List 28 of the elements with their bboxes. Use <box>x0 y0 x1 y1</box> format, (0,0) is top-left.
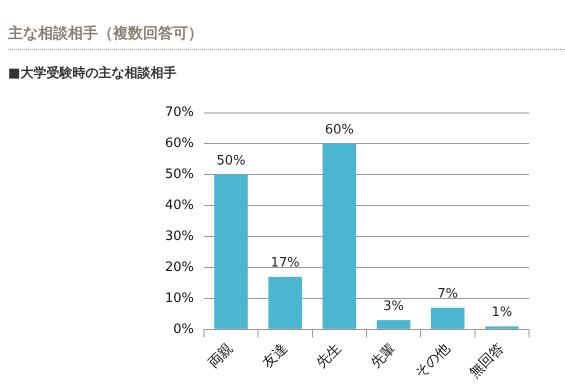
bar <box>430 308 465 329</box>
bar <box>485 326 519 329</box>
x-tick-label: 先輩 <box>368 340 399 372</box>
x-tick-label: 先生 <box>314 340 345 372</box>
x-tick-label: 両親 <box>205 340 236 372</box>
text: ■大学受験時の主な相談相手 <box>8 64 176 82</box>
bar <box>214 174 248 329</box>
x-tick-label: その他 <box>412 340 454 382</box>
y-tick-label: 70% <box>164 105 194 120</box>
y-tick-label: 20% <box>164 260 194 275</box>
chart-title: 主な相談相手（複数回答可） <box>8 24 203 43</box>
data-label: 17% <box>270 256 300 271</box>
data-label: 50% <box>216 154 246 169</box>
data-label: 7% <box>437 286 458 302</box>
bar <box>376 320 410 329</box>
data-label: 60% <box>324 122 354 138</box>
y-tick-label: 50% <box>164 167 194 182</box>
y-tick-label: 60% <box>164 136 194 152</box>
y-tick-label: 40% <box>164 198 194 214</box>
y-tick-label: 0% <box>173 322 194 337</box>
data-label: 1% <box>492 305 512 320</box>
y-tick-label: 10% <box>164 290 194 306</box>
x-tick-label: 無回答 <box>466 340 508 382</box>
y-tick-label: 30% <box>164 228 194 244</box>
x-tick-label: 友達 <box>259 340 291 372</box>
data-label: 3% <box>383 299 404 314</box>
bar <box>268 276 302 329</box>
bar <box>322 144 356 329</box>
